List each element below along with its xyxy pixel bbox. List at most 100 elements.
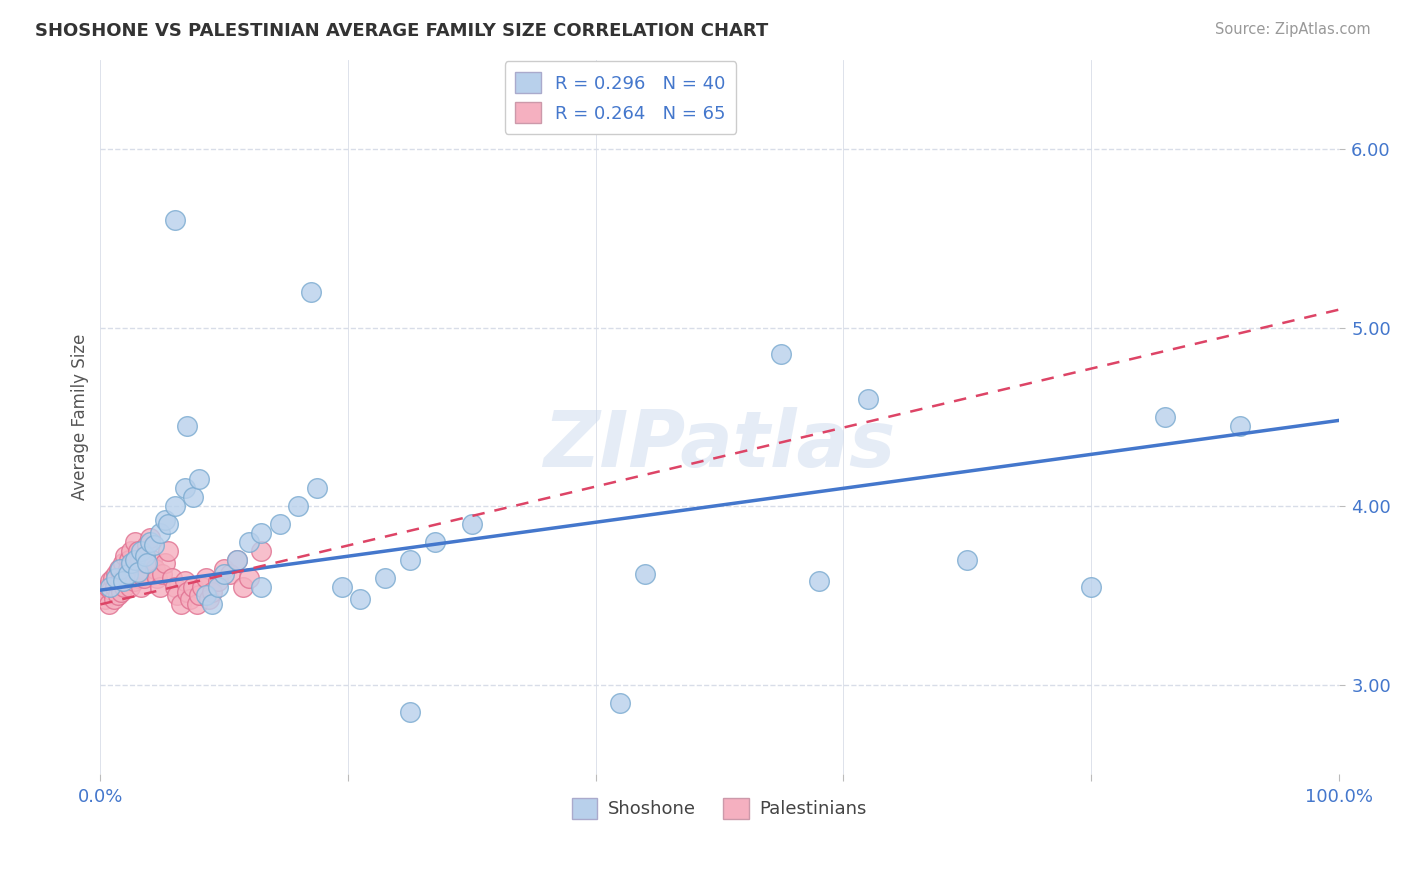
- Point: [250, 580, 273, 594]
- Point: [770, 347, 793, 361]
- Point: [176, 585, 198, 599]
- Point: [103, 592, 125, 607]
- Text: SHOSHONE VS PALESTINIAN AVERAGE FAMILY SIZE CORRELATION CHART: SHOSHONE VS PALESTINIAN AVERAGE FAMILY S…: [35, 22, 769, 40]
- Point: [111, 557, 134, 571]
- Point: [146, 571, 169, 585]
- Point: [194, 571, 217, 585]
- Point: [307, 481, 329, 495]
- Point: [250, 544, 273, 558]
- Point: [173, 574, 195, 589]
- Point: [107, 589, 129, 603]
- Point: [349, 592, 371, 607]
- Point: [149, 580, 172, 594]
- Point: [139, 532, 162, 546]
- Point: [118, 553, 141, 567]
- Legend: Shoshone, Palestinians: Shoshone, Palestinians: [565, 790, 875, 826]
- Point: [212, 562, 235, 576]
- Point: [250, 526, 273, 541]
- Point: [186, 598, 208, 612]
- Point: [238, 571, 260, 585]
- Point: [101, 571, 124, 585]
- Point: [134, 549, 156, 564]
- Point: [117, 562, 139, 576]
- Point: [136, 539, 159, 553]
- Point: [374, 571, 396, 585]
- Point: [150, 567, 173, 582]
- Point: [142, 539, 165, 553]
- Point: [139, 535, 162, 549]
- Point: [110, 585, 132, 599]
- Point: [122, 574, 145, 589]
- Point: [117, 567, 139, 582]
- Point: [1229, 418, 1251, 433]
- Point: [132, 571, 155, 585]
- Point: [115, 571, 138, 585]
- Point: [124, 535, 146, 549]
- Point: [201, 598, 224, 612]
- Point: [212, 567, 235, 582]
- Point: [160, 571, 183, 585]
- Point: [232, 580, 254, 594]
- Point: [634, 567, 657, 582]
- Point: [225, 553, 247, 567]
- Point: [129, 544, 152, 558]
- Point: [120, 544, 142, 558]
- Point: [108, 574, 131, 589]
- Point: [173, 481, 195, 495]
- Point: [461, 516, 484, 531]
- Point: [121, 567, 143, 582]
- Point: [120, 557, 142, 571]
- Point: [94, 592, 117, 607]
- Point: [856, 392, 879, 406]
- Point: [166, 589, 188, 603]
- Point: [170, 598, 193, 612]
- Point: [134, 549, 156, 564]
- Point: [225, 553, 247, 567]
- Point: [131, 562, 153, 576]
- Point: [108, 562, 131, 576]
- Point: [98, 598, 121, 612]
- Point: [153, 513, 176, 527]
- Point: [135, 557, 157, 571]
- Point: [105, 567, 128, 582]
- Point: [163, 580, 186, 594]
- Point: [176, 418, 198, 433]
- Point: [198, 592, 221, 607]
- Point: [269, 516, 291, 531]
- Point: [112, 580, 135, 594]
- Point: [143, 562, 166, 576]
- Point: [127, 566, 149, 580]
- Point: [98, 580, 121, 594]
- Point: [129, 553, 152, 567]
- Point: [105, 571, 128, 585]
- Point: [157, 544, 180, 558]
- Point: [188, 589, 211, 603]
- Point: [399, 705, 422, 719]
- Point: [98, 574, 121, 589]
- Point: [179, 592, 201, 607]
- Point: [114, 549, 136, 564]
- Point: [191, 580, 214, 594]
- Point: [163, 499, 186, 513]
- Point: [1080, 580, 1102, 594]
- Point: [201, 585, 224, 599]
- Point: [136, 557, 159, 571]
- Point: [129, 580, 152, 594]
- Text: ZIPatlas: ZIPatlas: [544, 408, 896, 483]
- Y-axis label: Average Family Size: Average Family Size: [72, 334, 89, 500]
- Point: [108, 562, 131, 576]
- Point: [399, 553, 422, 567]
- Point: [219, 567, 242, 582]
- Point: [609, 696, 631, 710]
- Point: [125, 562, 148, 576]
- Point: [423, 535, 446, 549]
- Point: [128, 571, 150, 585]
- Point: [807, 574, 830, 589]
- Point: [157, 516, 180, 531]
- Point: [299, 285, 322, 299]
- Point: [330, 580, 353, 594]
- Point: [111, 574, 134, 589]
- Point: [194, 589, 217, 603]
- Point: [207, 574, 229, 589]
- Point: [188, 472, 211, 486]
